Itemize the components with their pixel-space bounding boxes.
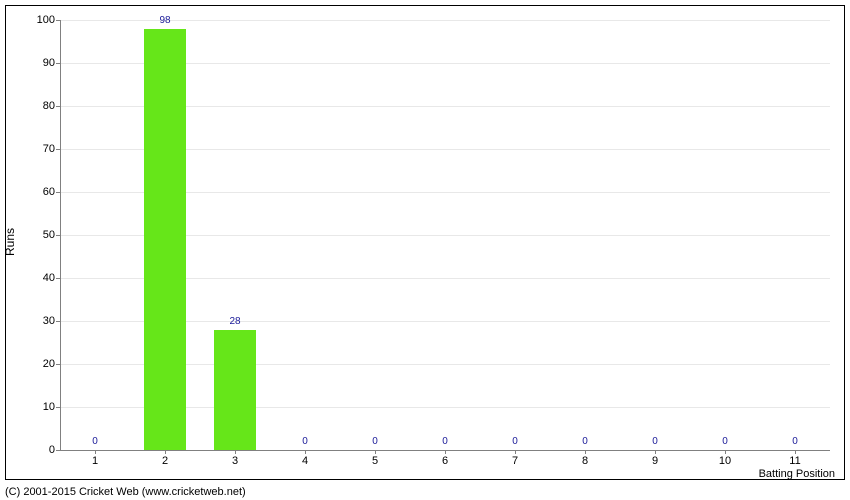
value-label: 0 [425,436,465,447]
value-label: 28 [215,316,255,327]
x-tick-label: 3 [215,455,255,467]
x-tick-label: 10 [705,455,745,467]
bar [214,330,256,450]
chart-container: Runs Batting Position 0982800000000 (C) … [0,0,850,500]
x-tick-label: 2 [145,455,185,467]
value-label: 0 [705,436,745,447]
y-axis-label: Runs [3,228,17,256]
x-axis-label: Batting Position [759,468,835,480]
y-tick-label: 30 [25,315,55,327]
x-tick-label: 11 [775,455,815,467]
value-label: 0 [775,436,815,447]
x-tick-label: 4 [285,455,325,467]
value-label: 0 [565,436,605,447]
x-axis-line [60,450,830,451]
y-tick-label: 50 [25,229,55,241]
x-tick-label: 8 [565,455,605,467]
y-tick-label: 80 [25,100,55,112]
value-label: 0 [75,436,115,447]
x-tick-label: 9 [635,455,675,467]
value-label: 0 [495,436,535,447]
x-tick-label: 1 [75,455,115,467]
plot-area: 0982800000000 [60,20,830,450]
x-tick-label: 6 [425,455,465,467]
x-tick-label: 7 [495,455,535,467]
x-tick-label: 5 [355,455,395,467]
y-tick-label: 0 [25,444,55,456]
y-tick-label: 70 [25,143,55,155]
y-tick-label: 90 [25,57,55,69]
bar [144,29,186,450]
y-tick-label: 40 [25,272,55,284]
y-tick-label: 100 [25,14,55,26]
y-tick-label: 60 [25,186,55,198]
value-label: 0 [635,436,675,447]
copyright-text: (C) 2001-2015 Cricket Web (www.cricketwe… [5,486,246,498]
value-label: 98 [145,15,185,26]
y-tick-label: 20 [25,358,55,370]
y-axis-line [60,20,61,450]
value-label: 0 [285,436,325,447]
y-tick-label: 10 [25,401,55,413]
value-label: 0 [355,436,395,447]
